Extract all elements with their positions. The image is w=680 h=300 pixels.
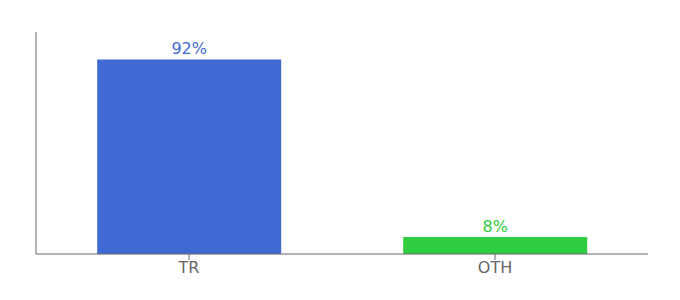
- svg-text:OTH: OTH: [478, 258, 512, 277]
- svg-text:TR: TR: [178, 258, 200, 277]
- svg-text:92%: 92%: [171, 39, 207, 58]
- svg-text:8%: 8%: [483, 217, 508, 236]
